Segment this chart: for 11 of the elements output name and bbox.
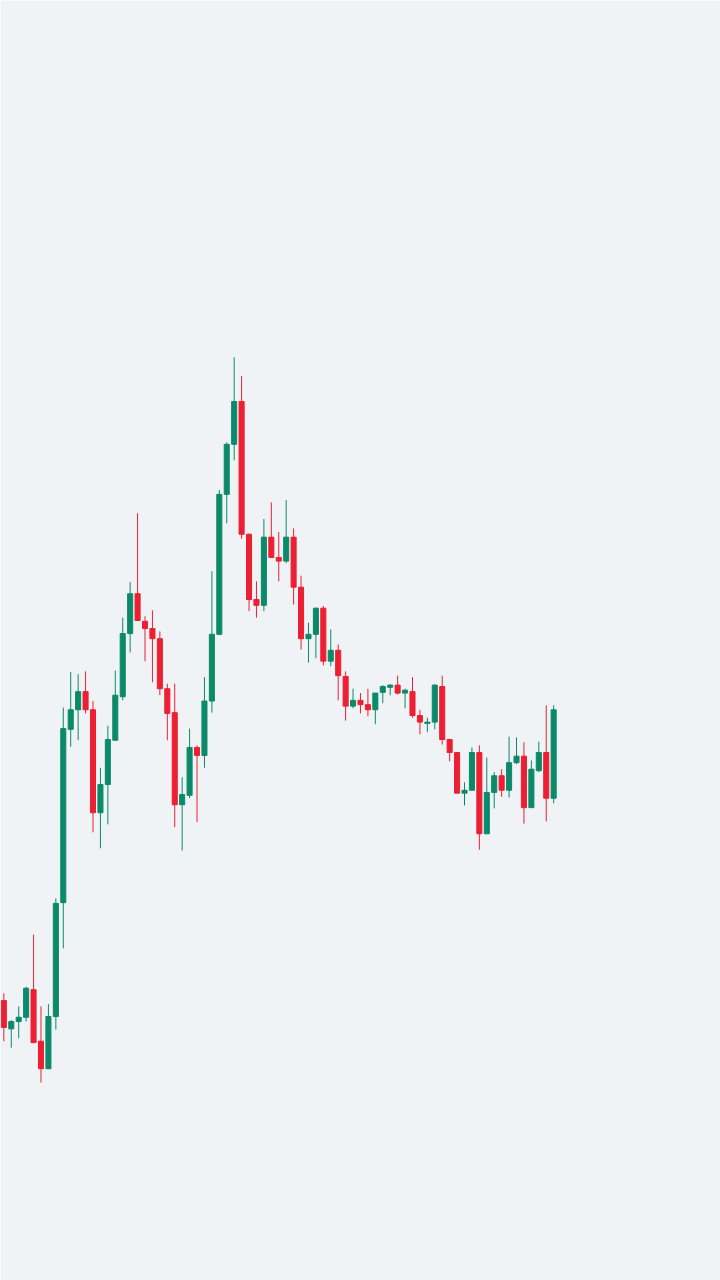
candlestick: [394, 675, 401, 696]
candlestick: [402, 688, 409, 709]
candlestick: [372, 692, 379, 725]
candlestick: [498, 768, 505, 798]
candlestick: [8, 1019, 15, 1049]
candlestick: [283, 499, 290, 564]
candlestick: [268, 501, 275, 558]
candlestick: [194, 744, 201, 823]
candlestick: [275, 531, 282, 582]
candlestick: [327, 628, 334, 667]
candlestick: [350, 688, 357, 709]
